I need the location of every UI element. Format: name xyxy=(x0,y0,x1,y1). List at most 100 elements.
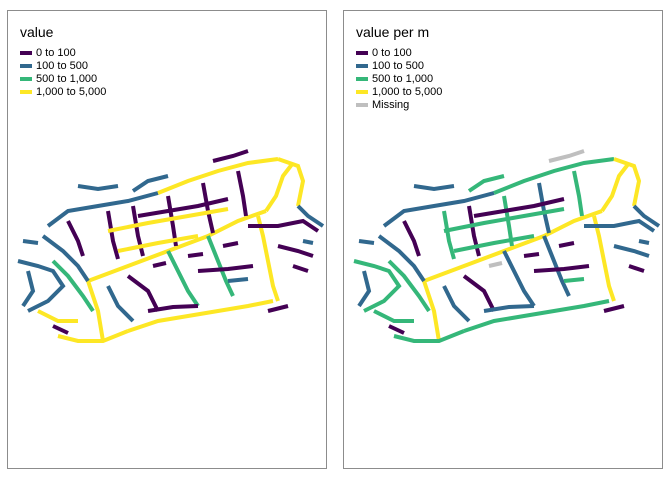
street-segment xyxy=(353,259,402,313)
street-segment xyxy=(413,184,455,192)
street-segment xyxy=(152,261,167,268)
street-segment xyxy=(212,149,249,163)
street-segment xyxy=(264,161,295,213)
street-segments xyxy=(17,149,325,343)
street-segment xyxy=(127,299,274,333)
street-segment xyxy=(377,234,426,283)
street-segment xyxy=(86,280,105,342)
legend-label: 100 to 500 xyxy=(372,59,424,72)
street-segment xyxy=(483,304,535,313)
street-segment xyxy=(443,207,565,233)
street-segment xyxy=(558,241,575,248)
street-segment xyxy=(187,252,204,258)
street-segment xyxy=(548,149,585,163)
street-segment xyxy=(473,197,565,218)
street-segment xyxy=(423,209,603,283)
street-segment xyxy=(613,157,642,207)
street-segment xyxy=(66,220,85,257)
street-segment xyxy=(382,191,495,228)
legend-swatch xyxy=(356,89,368,94)
street-segment xyxy=(462,274,496,312)
street-segment xyxy=(197,264,254,273)
street-segment xyxy=(222,241,239,248)
street-segment xyxy=(137,197,229,218)
street-segment xyxy=(358,239,375,245)
street-segment xyxy=(467,174,505,193)
legend-title: value xyxy=(20,24,54,40)
street-network-map xyxy=(17,149,325,343)
street-segment xyxy=(402,220,421,257)
street-segment xyxy=(41,234,90,283)
street-segment xyxy=(117,234,199,253)
street-segment xyxy=(393,329,465,343)
street-segment xyxy=(37,309,78,323)
street-segment xyxy=(373,309,414,323)
legend-label: 100 to 500 xyxy=(36,59,88,72)
street-segment xyxy=(147,304,199,313)
street-segment xyxy=(600,161,631,213)
legend-item: 100 to 500 xyxy=(356,59,442,72)
map-panel-value: value 0 to 100 100 to 500 500 to 1,000 1… xyxy=(7,10,327,469)
legend-swatch xyxy=(20,50,32,55)
street-segment xyxy=(572,170,584,217)
street-segment xyxy=(488,261,503,268)
street-segment xyxy=(248,218,320,233)
street-segment xyxy=(267,304,289,313)
legend-label: 500 to 1,000 xyxy=(36,72,98,85)
street-segment xyxy=(537,182,551,234)
street-segment xyxy=(357,270,372,308)
legend-swatch xyxy=(20,76,32,81)
street-segment xyxy=(22,239,39,245)
street-segment xyxy=(613,244,650,258)
street-segment xyxy=(236,170,248,217)
street-segments xyxy=(353,149,661,343)
street-segment xyxy=(628,264,645,273)
street-segment xyxy=(388,324,405,335)
legend-label: 500 to 1,000 xyxy=(372,72,434,85)
street-segment xyxy=(51,259,95,313)
street-segment xyxy=(277,157,306,207)
street-segment xyxy=(502,250,536,308)
legend-item: 500 to 1,000 xyxy=(20,72,106,85)
street-segment xyxy=(17,259,66,313)
street-segment xyxy=(131,174,169,193)
street-segment xyxy=(57,329,129,343)
street-network-map xyxy=(353,149,661,343)
street-segment xyxy=(493,157,615,195)
street-segment xyxy=(296,204,325,228)
legend-item: 500 to 1,000 xyxy=(356,72,442,85)
street-segment xyxy=(638,239,650,245)
street-segment xyxy=(106,285,135,323)
street-segment xyxy=(302,239,314,245)
street-segment xyxy=(201,182,215,234)
legend-item: 0 to 100 xyxy=(356,46,442,59)
street-segment xyxy=(157,157,279,195)
legend-item: 1,000 to 5,000 xyxy=(20,85,106,98)
legend-swatch xyxy=(20,89,32,94)
street-segment xyxy=(126,274,160,312)
street-segment xyxy=(131,205,145,257)
street-segment xyxy=(21,270,36,308)
street-segment xyxy=(463,299,610,333)
legend-label: 1,000 to 5,000 xyxy=(36,85,107,98)
street-segment xyxy=(52,324,69,335)
map-panel-value-per-m: value per m 0 to 100 100 to 500 500 to 1… xyxy=(343,10,663,469)
street-segment xyxy=(584,218,656,233)
legend-swatch xyxy=(356,50,368,55)
street-segment xyxy=(277,244,314,258)
street-segment xyxy=(533,264,590,273)
street-segment xyxy=(387,259,431,313)
legend-swatch xyxy=(356,76,368,81)
legend-swatch xyxy=(20,63,32,68)
street-segment xyxy=(166,250,200,308)
street-segment xyxy=(292,264,309,273)
street-segment xyxy=(227,277,249,283)
legend-label: 0 to 100 xyxy=(36,46,76,59)
street-segment xyxy=(77,184,119,192)
street-segment xyxy=(46,191,159,228)
legend-label: Missing xyxy=(372,98,410,111)
street-segment xyxy=(523,252,540,258)
street-segment xyxy=(106,210,120,260)
street-segment xyxy=(107,207,229,233)
street-segment xyxy=(603,304,625,313)
